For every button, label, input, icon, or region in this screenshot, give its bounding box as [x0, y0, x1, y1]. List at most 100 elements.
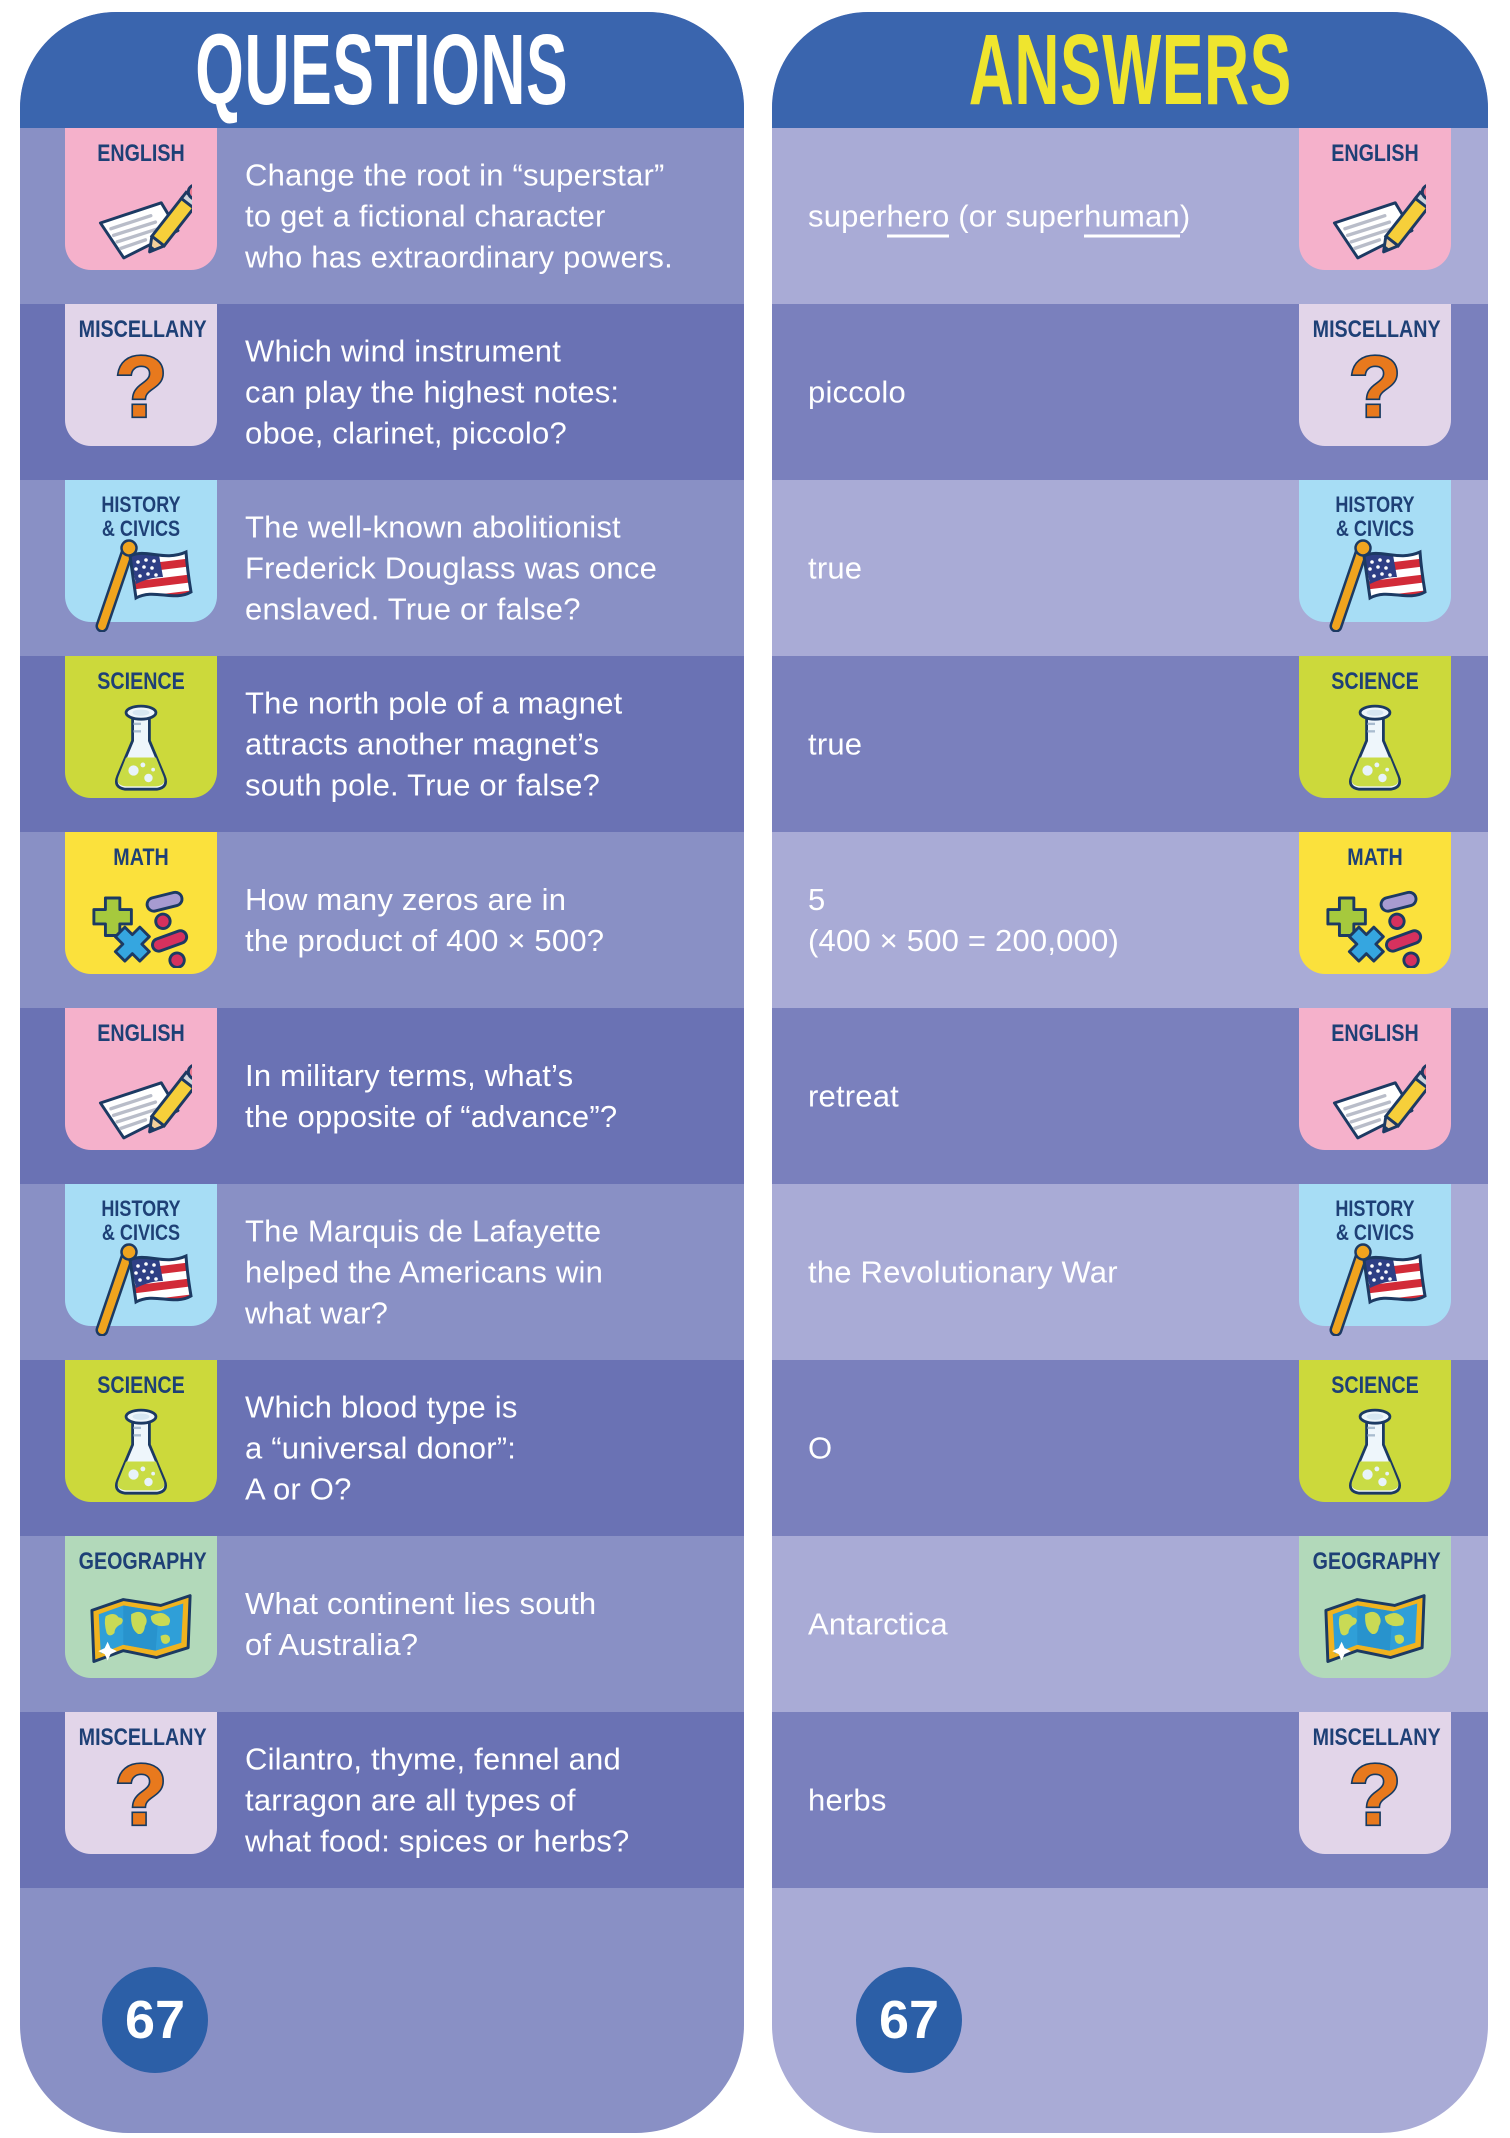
answer-part: ) [1179, 198, 1191, 234]
us-flag-icon [86, 1240, 196, 1336]
category-badge-geography: GEOGRAPHY [1299, 1536, 1451, 1678]
category-badge-science: SCIENCE [65, 656, 217, 798]
category-badge-history: HISTORY & CIVICS [1299, 1184, 1451, 1326]
question-mark-icon [1345, 342, 1405, 438]
question-mark-icon [111, 342, 171, 438]
question-row: MISCELLANY Cilantro, thyme, fennel and t… [20, 1712, 744, 1888]
category-badge-miscellany: MISCELLANY [65, 304, 217, 446]
category-badge-math: MATH [65, 832, 217, 974]
question-text: In military terms, what’s the opposite o… [245, 1058, 618, 1134]
question-text: How many zeros are in the product of 400… [245, 882, 605, 958]
answer-text: herbs [808, 1782, 887, 1818]
answer-text: O [808, 1430, 833, 1466]
category-label: HISTORY & CIVICS [101, 1196, 181, 1245]
question-row: SCIENCE Which blood type is a “universal… [20, 1360, 744, 1536]
page-number-badge: 67 [856, 1967, 962, 2073]
category-badge-history: HISTORY & CIVICS [65, 480, 217, 622]
paper-and-pencil-icon [1324, 1054, 1426, 1144]
category-badge-science: SCIENCE [65, 1360, 217, 1502]
category-label: MISCELLANY [1312, 316, 1441, 343]
answer-row: retreat ENGLISH [772, 1008, 1488, 1184]
answer-row: the Revolutionary War HISTORY & CIVICS [772, 1184, 1488, 1360]
category-label: ENGLISH [97, 140, 185, 167]
flask-icon [99, 1402, 183, 1506]
question-row: SCIENCE The north pole of a magnet attra… [20, 656, 744, 832]
category-label: ENGLISH [1331, 1020, 1419, 1047]
us-flag-icon [1320, 1240, 1430, 1336]
answer-text: superhero (or superhuman) [808, 196, 1278, 238]
question-text: Which wind instrument can play the highe… [245, 333, 620, 451]
category-label: MISCELLANY [78, 316, 207, 343]
answer-row: true SCIENCE [772, 656, 1488, 832]
question-text: What continent lies south of Australia? [245, 1586, 597, 1662]
answer-row: herbs MISCELLANY [772, 1712, 1488, 1888]
question-row: HISTORY & CIVICS The well-known abolitio… [20, 480, 744, 656]
category-badge-geography: GEOGRAPHY [65, 1536, 217, 1678]
answer-text: true [808, 550, 863, 586]
math-symbols-icon [1325, 878, 1425, 968]
flask-icon [99, 698, 183, 802]
question-text: Cilantro, thyme, fennel and tarragon are… [245, 1741, 630, 1859]
answer-row: 5 (400 × 500 = 200,000) MATH [772, 832, 1488, 1008]
answer-text: piccolo [808, 374, 906, 410]
answers-title: ANSWERS [968, 14, 1292, 126]
question-mark-icon [111, 1750, 171, 1846]
category-badge-miscellany: MISCELLANY [1299, 304, 1451, 446]
category-label: MISCELLANY [78, 1724, 207, 1751]
answer-row: superhero (or superhuman) ENGLISH [772, 128, 1488, 304]
category-badge-miscellany: MISCELLANY [1299, 1712, 1451, 1854]
question-text: Change the root in “superstar” to get a … [245, 157, 673, 275]
category-label: GEOGRAPHY [1312, 1548, 1441, 1575]
answer-part-underlined: human [1084, 198, 1180, 238]
paper-and-pencil-icon [1324, 174, 1426, 264]
category-badge-english: ENGLISH [1299, 1008, 1451, 1150]
math-symbols-icon [91, 878, 191, 968]
question-row: MATH How many zeros are in the product o… [20, 832, 744, 1008]
category-badge-english: ENGLISH [65, 128, 217, 270]
category-label: SCIENCE [1331, 1372, 1419, 1399]
category-badge-math: MATH [1299, 832, 1451, 974]
category-badge-english: ENGLISH [1299, 128, 1451, 270]
question-mark-icon [1345, 1750, 1405, 1846]
category-badge-science: SCIENCE [1299, 656, 1451, 798]
category-badge-history: HISTORY & CIVICS [65, 1184, 217, 1326]
answer-text: retreat [808, 1078, 899, 1114]
category-label: SCIENCE [1331, 668, 1419, 695]
answer-part: (or super [949, 198, 1085, 234]
category-label: GEOGRAPHY [78, 1548, 207, 1575]
answer-row: piccolo MISCELLANY [772, 304, 1488, 480]
question-row: HISTORY & CIVICS The Marquis de Lafayett… [20, 1184, 744, 1360]
category-label: SCIENCE [97, 668, 185, 695]
question-row: GEOGRAPHY What continent lies south of A… [20, 1536, 744, 1712]
category-label: SCIENCE [97, 1372, 185, 1399]
category-label: MISCELLANY [1312, 1724, 1441, 1751]
page-number-badge: 67 [102, 1967, 208, 2073]
question-row: MISCELLANY Which wind instrument can pla… [20, 304, 744, 480]
question-row: ENGLISH Change the root in “superstar” t… [20, 128, 744, 304]
answers-header: ANSWERS [772, 12, 1488, 128]
flask-icon [1333, 1402, 1417, 1506]
category-label: ENGLISH [97, 1020, 185, 1047]
answer-text: true [808, 726, 863, 762]
questions-header: QUESTIONS [20, 12, 744, 128]
world-map-icon [1320, 1588, 1430, 1674]
question-row: ENGLISH In military terms, what’s the op… [20, 1008, 744, 1184]
category-label: MATH [113, 844, 169, 871]
answer-text: Antarctica [808, 1606, 948, 1642]
category-label: HISTORY & CIVICS [1335, 1196, 1415, 1245]
answer-text: 5 (400 × 500 = 200,000) [808, 882, 1120, 958]
question-text: Which blood type is a “universal donor”:… [245, 1389, 518, 1507]
us-flag-icon [1320, 536, 1430, 632]
category-label: HISTORY & CIVICS [1335, 492, 1415, 541]
answer-part-underlined: hero [886, 198, 950, 238]
category-badge-english: ENGLISH [65, 1008, 217, 1150]
answer-part: super [808, 198, 887, 234]
paper-and-pencil-icon [90, 174, 192, 264]
answer-text: the Revolutionary War [808, 1254, 1118, 1290]
questions-card: QUESTIONS ENGLISH Change the root in “su… [20, 12, 744, 2133]
question-text: The Marquis de Lafayette helped the Amer… [245, 1213, 604, 1331]
category-badge-science: SCIENCE [1299, 1360, 1451, 1502]
answer-row: Antarctica GEOGRAPHY [772, 1536, 1488, 1712]
answer-row: O SCIENCE [772, 1360, 1488, 1536]
